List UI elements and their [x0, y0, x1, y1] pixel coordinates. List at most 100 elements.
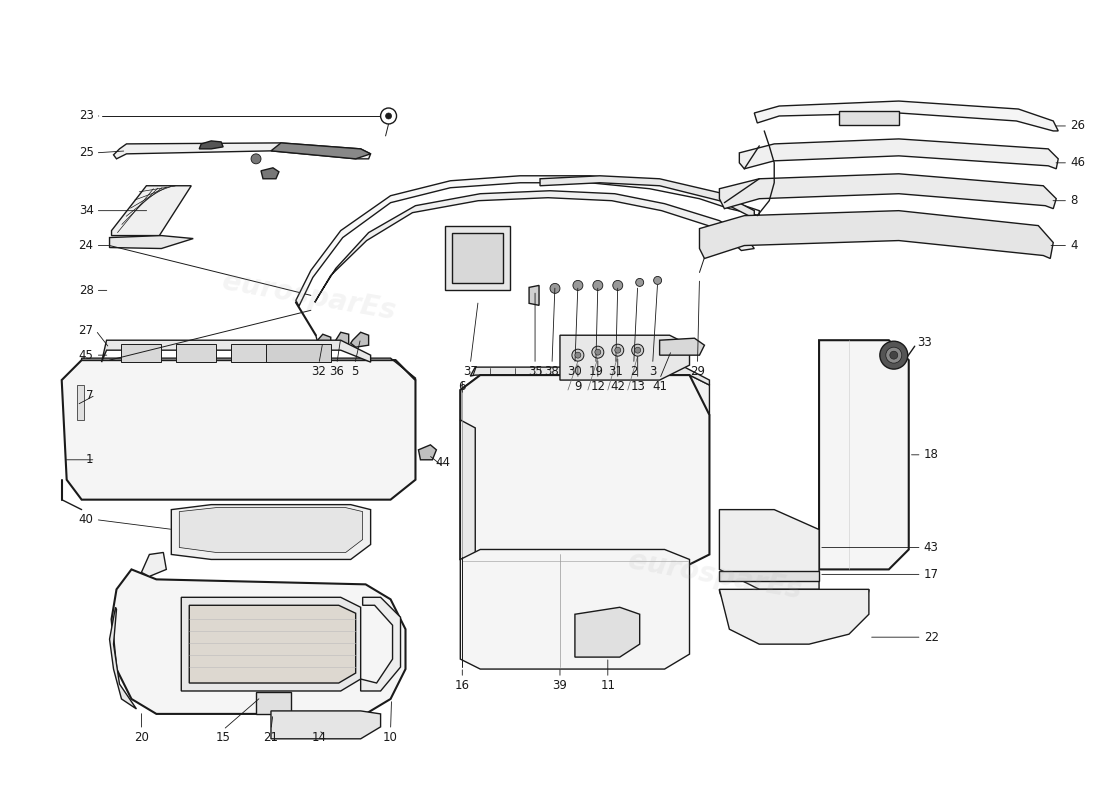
- Polygon shape: [296, 176, 759, 306]
- Circle shape: [251, 154, 261, 164]
- Polygon shape: [540, 176, 755, 218]
- Polygon shape: [77, 385, 84, 420]
- Polygon shape: [271, 143, 371, 159]
- Text: 3: 3: [649, 365, 657, 378]
- Circle shape: [615, 347, 620, 353]
- Polygon shape: [62, 360, 416, 500]
- Circle shape: [635, 347, 640, 353]
- Text: 11: 11: [601, 679, 615, 692]
- Circle shape: [573, 281, 583, 290]
- Text: 35: 35: [528, 365, 542, 378]
- Polygon shape: [351, 332, 369, 347]
- Polygon shape: [418, 445, 437, 460]
- Circle shape: [575, 352, 581, 358]
- Circle shape: [886, 347, 902, 363]
- Circle shape: [550, 283, 560, 294]
- Text: 6: 6: [459, 380, 466, 393]
- Text: 12: 12: [591, 380, 605, 393]
- Text: 26: 26: [1070, 119, 1086, 133]
- Polygon shape: [179, 508, 363, 553]
- Polygon shape: [142, 553, 166, 576]
- Polygon shape: [460, 375, 710, 430]
- Polygon shape: [471, 367, 710, 385]
- Text: eurosparEs: eurosparEs: [626, 546, 803, 605]
- Polygon shape: [560, 335, 690, 380]
- Text: 40: 40: [79, 513, 94, 526]
- Text: 22: 22: [924, 630, 938, 644]
- Text: 44: 44: [436, 456, 451, 470]
- Polygon shape: [839, 111, 899, 125]
- Text: 31: 31: [608, 365, 624, 378]
- Text: 24: 24: [78, 239, 94, 252]
- Polygon shape: [110, 235, 194, 249]
- Polygon shape: [172, 505, 371, 559]
- Circle shape: [381, 108, 396, 124]
- Polygon shape: [121, 344, 162, 362]
- Polygon shape: [660, 338, 704, 355]
- Text: 20: 20: [134, 731, 148, 744]
- Circle shape: [653, 277, 661, 285]
- Polygon shape: [460, 375, 710, 570]
- Text: 8: 8: [1070, 194, 1078, 207]
- Text: 13: 13: [630, 380, 645, 393]
- Polygon shape: [101, 340, 371, 362]
- Polygon shape: [719, 174, 1056, 209]
- Polygon shape: [452, 233, 503, 283]
- Polygon shape: [739, 139, 1058, 169]
- Polygon shape: [719, 510, 820, 590]
- Circle shape: [592, 346, 604, 358]
- Text: 41: 41: [652, 380, 667, 393]
- Polygon shape: [315, 190, 755, 302]
- Polygon shape: [176, 344, 217, 362]
- Circle shape: [636, 278, 644, 286]
- Polygon shape: [719, 590, 869, 644]
- Text: 28: 28: [79, 284, 94, 297]
- Text: 32: 32: [311, 365, 327, 378]
- Polygon shape: [446, 226, 510, 290]
- Text: 27: 27: [78, 324, 94, 337]
- Text: 17: 17: [924, 568, 938, 581]
- Polygon shape: [266, 344, 331, 362]
- Text: 1: 1: [86, 454, 94, 466]
- Circle shape: [595, 349, 601, 355]
- Polygon shape: [336, 332, 349, 346]
- Polygon shape: [261, 168, 279, 178]
- Text: 30: 30: [568, 365, 582, 378]
- Text: 15: 15: [216, 731, 231, 744]
- Polygon shape: [189, 606, 355, 683]
- Polygon shape: [182, 598, 361, 691]
- Text: 34: 34: [79, 204, 94, 217]
- Text: 4: 4: [1070, 239, 1078, 252]
- Text: 5: 5: [351, 365, 359, 378]
- Circle shape: [572, 349, 584, 361]
- Polygon shape: [111, 570, 406, 714]
- Text: 38: 38: [544, 365, 560, 378]
- Polygon shape: [361, 598, 400, 691]
- Text: 18: 18: [924, 448, 938, 462]
- Circle shape: [612, 344, 624, 356]
- Text: 43: 43: [924, 541, 938, 554]
- Polygon shape: [231, 344, 271, 362]
- Text: 45: 45: [79, 349, 94, 362]
- Text: 10: 10: [383, 731, 398, 744]
- Polygon shape: [460, 550, 690, 669]
- Polygon shape: [111, 186, 191, 235]
- Polygon shape: [199, 141, 223, 149]
- Circle shape: [386, 113, 392, 119]
- Text: 33: 33: [916, 336, 932, 349]
- Polygon shape: [81, 358, 416, 380]
- Text: 37: 37: [463, 365, 477, 378]
- Text: 21: 21: [264, 731, 278, 744]
- Text: 42: 42: [610, 380, 625, 393]
- Circle shape: [631, 344, 644, 356]
- Polygon shape: [575, 607, 640, 657]
- Polygon shape: [820, 340, 909, 570]
- Circle shape: [593, 281, 603, 290]
- Polygon shape: [110, 607, 136, 709]
- Text: 25: 25: [79, 146, 94, 159]
- Circle shape: [880, 342, 907, 369]
- Circle shape: [613, 281, 623, 290]
- Polygon shape: [755, 101, 1058, 131]
- Text: eurosparEs: eurosparEs: [220, 267, 398, 326]
- Circle shape: [890, 351, 898, 359]
